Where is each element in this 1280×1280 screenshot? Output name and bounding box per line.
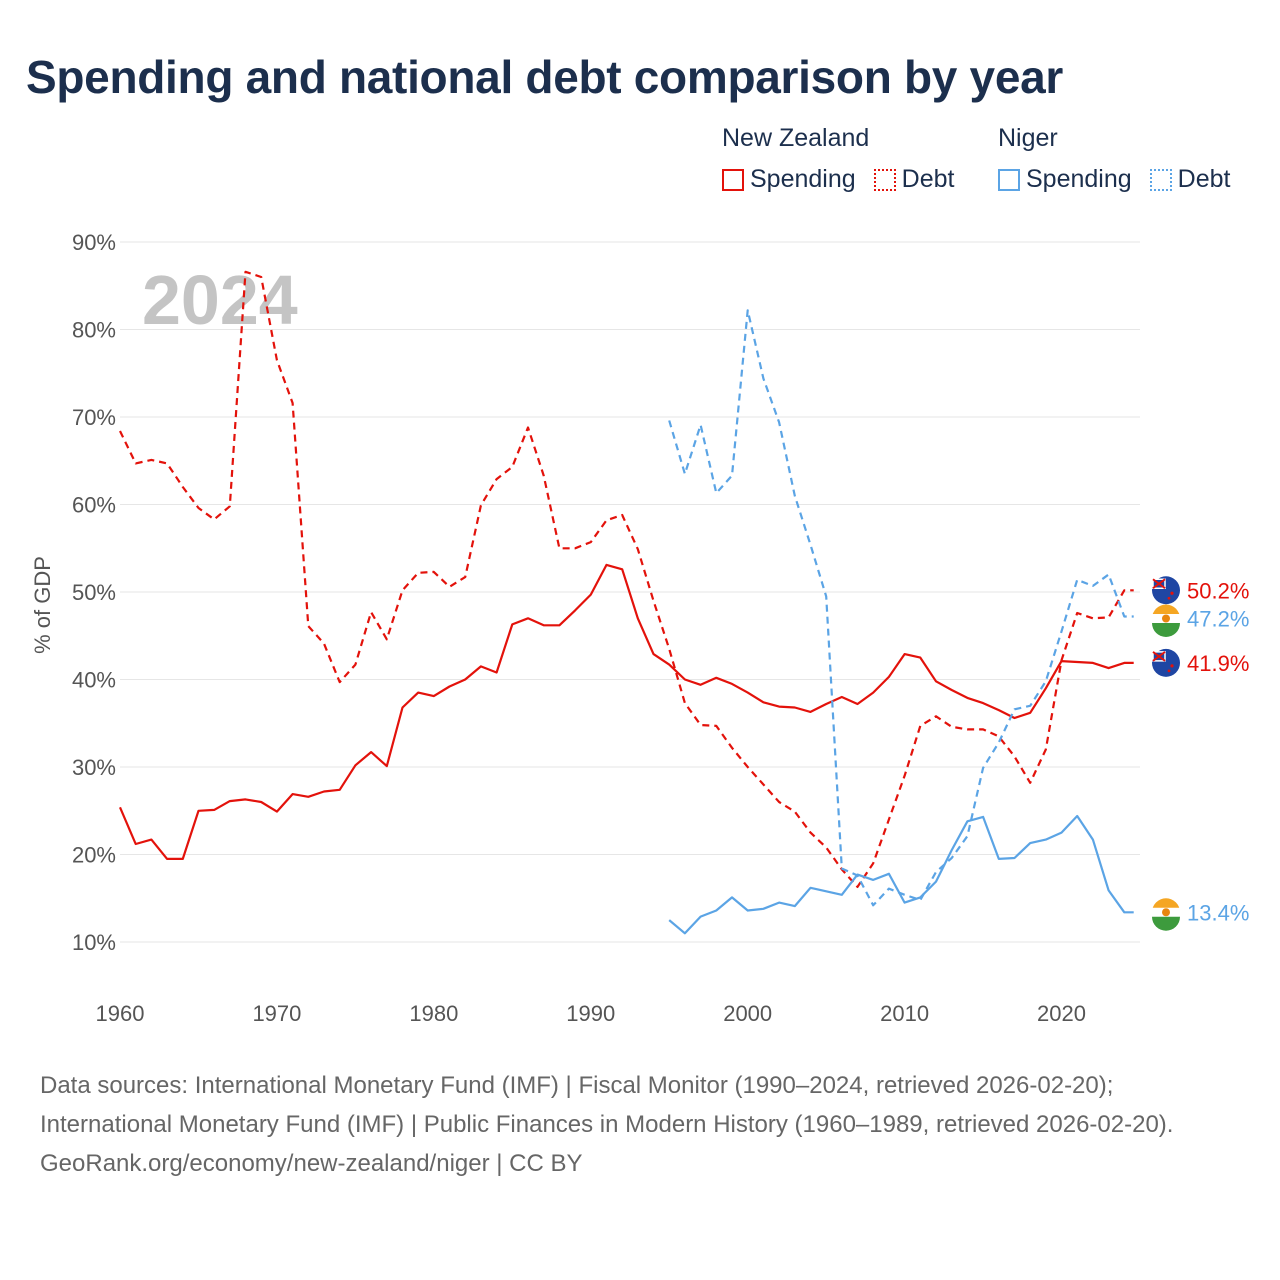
legend-swatch-solid <box>998 168 1020 191</box>
x-tick-label: 2010 <box>880 1001 929 1026</box>
legend-swatch-dotted <box>873 168 896 191</box>
y-tick-label: 50% <box>72 580 116 605</box>
x-axis-ticks: 1960 1970 1980 1990 2000 2010 2020 <box>96 1001 1086 1026</box>
source-text: Data sources: International Monetary Fun… <box>40 1072 1174 1138</box>
new-zealand-flag-icon <box>1152 576 1180 605</box>
legend-swatch-solid <box>722 168 744 191</box>
y-tick-label: 30% <box>72 755 116 780</box>
legend-new-zealand-debt[interactable]: Debt <box>873 165 955 194</box>
legend-niger-debt[interactable]: Debt <box>1149 165 1231 194</box>
end-value-label: 41.9% <box>1187 651 1249 676</box>
niger-flag-icon <box>1152 898 1181 931</box>
end-value-label: 50.2% <box>1187 578 1249 603</box>
x-tick-label: 1980 <box>409 1001 458 1026</box>
y-tick-label: 80% <box>72 318 116 343</box>
source-link[interactable]: GeoRank.org/economy/new-zealand/niger | … <box>40 1150 583 1177</box>
x-tick-label: 1990 <box>566 1001 615 1026</box>
new-zealand-flag-icon <box>1152 648 1180 677</box>
niger-flag-icon <box>1152 604 1181 637</box>
legend-swatch-dotted <box>1149 168 1172 191</box>
y-tick-label: 10% <box>72 930 116 955</box>
y-tick-label: 60% <box>72 493 116 518</box>
legend-label: Debt <box>1177 165 1231 193</box>
series-lines <box>118 270 1134 935</box>
x-tick-label: 2020 <box>1037 1001 1086 1026</box>
y-tick-label: 70% <box>72 405 116 430</box>
end-value-label: 47.2% <box>1187 607 1249 632</box>
series-line-niger-debt[interactable] <box>668 309 1134 907</box>
chart: 10% 20% 30% 40% 50% 60% 70% 80% 90% 1960 1970 1980… <box>30 230 1249 1026</box>
end-markers: 41.9% 50.2% 13.4% 47.2% <box>1152 576 1249 931</box>
x-tick-label: 1970 <box>252 1001 301 1026</box>
end-value-label: 13.4% <box>1187 900 1249 925</box>
series-line-niger-spending[interactable] <box>668 814 1134 935</box>
legend-niger: Niger Spending Debt <box>998 124 1230 194</box>
legend-new-zealand-spending[interactable]: Spending <box>722 165 856 194</box>
y-tick-label: 90% <box>72 230 116 255</box>
legend-country-label: Niger <box>998 124 1058 152</box>
legend-new-zealand: New Zealand Spending Debt <box>722 124 954 194</box>
legend-label: Spending <box>1026 165 1132 193</box>
legend-country-label: New Zealand <box>722 124 870 152</box>
y-tick-label: 20% <box>72 843 116 868</box>
source-note: Data sources: International Monetary Fun… <box>40 1066 1240 1183</box>
year-watermark: 2024 <box>142 261 298 339</box>
legend-label: Spending <box>750 165 856 193</box>
legend-niger-spending[interactable]: Spending <box>998 165 1132 194</box>
series-line-new-zealand-spending[interactable] <box>118 563 1134 861</box>
chart-title: Spending and national debt comparison by… <box>26 51 1063 103</box>
y-axis-label: % of GDP <box>30 556 55 654</box>
x-tick-label: 1960 <box>96 1001 145 1026</box>
legend-label: Debt <box>901 165 955 193</box>
y-tick-label: 40% <box>72 668 116 693</box>
y-axis-ticks: 10% 20% 30% 40% 50% 60% 70% 80% 90% <box>72 230 116 955</box>
series-line-new-zealand-debt[interactable] <box>119 270 1134 889</box>
x-tick-label: 2000 <box>723 1001 772 1026</box>
